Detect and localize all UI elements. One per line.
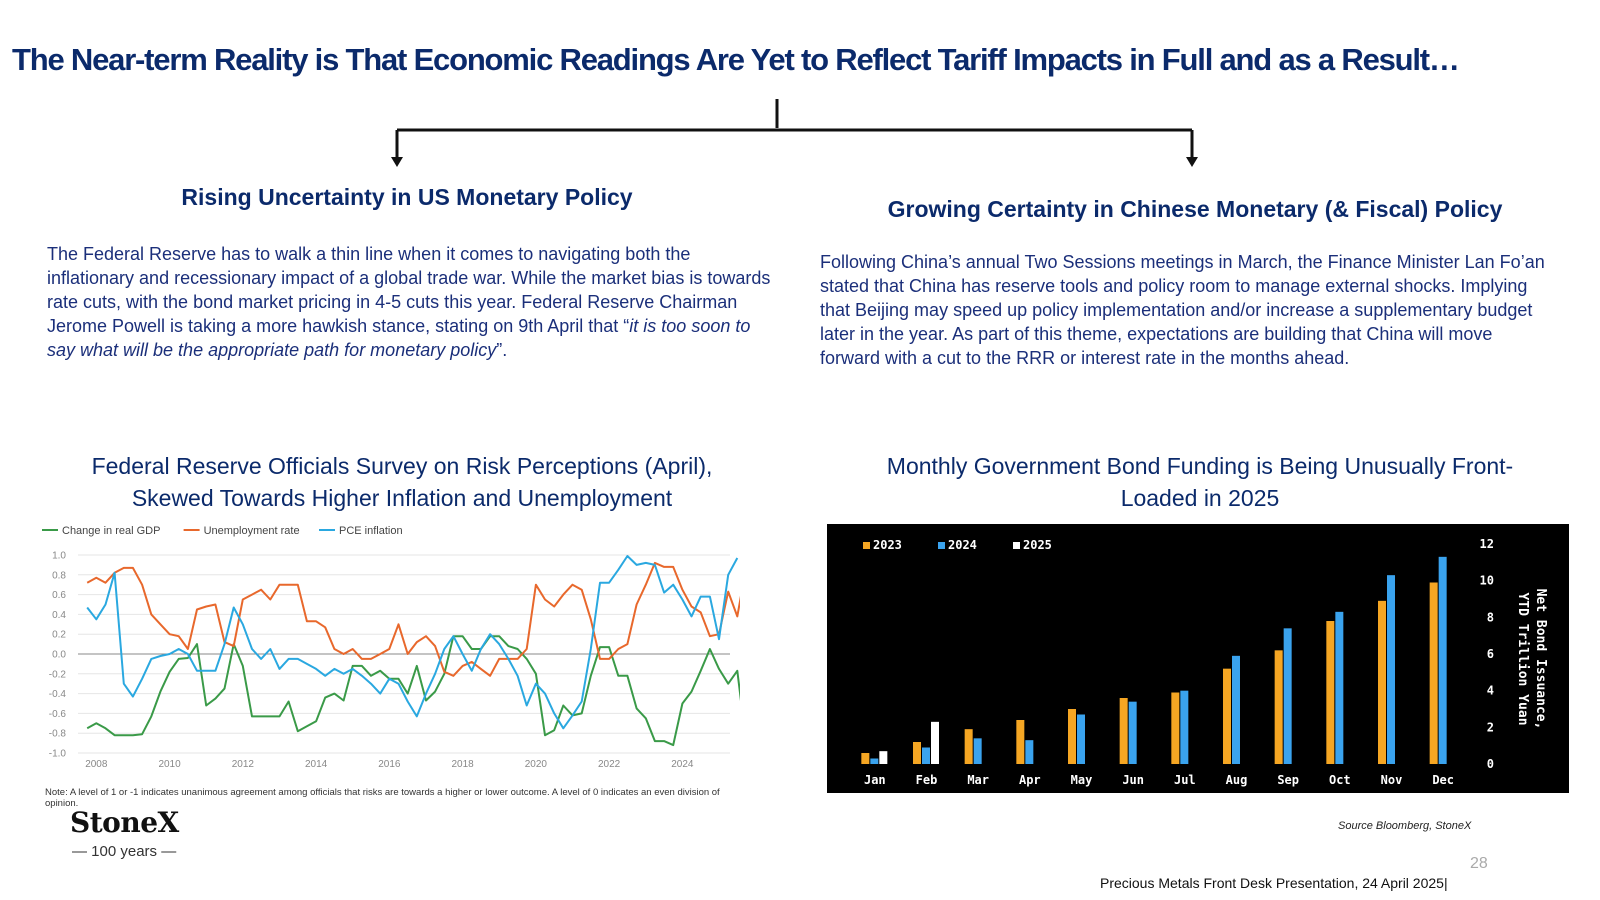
y-tick-label-0: 0 <box>1487 757 1494 771</box>
legend-label-0: 2023 <box>873 538 902 552</box>
bar-2023-Aug <box>1223 668 1231 764</box>
bar-2024-Oct <box>1335 611 1344 764</box>
fed-risk-chart: Change in real GDP Unemployment rate PCE i… <box>42 525 740 770</box>
series-line-0 <box>86 635 740 747</box>
bar-2025-Feb <box>931 721 939 764</box>
y-tick-label-3: 0.4 <box>52 610 66 621</box>
y-axis-title-line2: YTD Trillion Yuan <box>1515 592 1530 725</box>
x-tick-label-2: 2012 <box>232 759 255 770</box>
y-tick-label-5: 0.0 <box>52 650 66 661</box>
left-paragraph-end: ”. <box>496 340 508 360</box>
y-tick-label-0: 1.0 <box>52 551 66 562</box>
x-tick-label-1: 2010 <box>158 759 181 770</box>
bar-2025-Jan <box>879 751 888 764</box>
y-axis-title-line1: Net Bond Issuance, <box>1533 589 1548 730</box>
series-line-2 <box>86 555 739 730</box>
bar-2023-Jun <box>1119 698 1128 764</box>
bar-2024-Mar <box>973 738 982 764</box>
right-chart-title: Monthly Government Bond Funding is Being… <box>886 453 1514 511</box>
bar-2023-Mar <box>964 729 973 764</box>
bar-2023-Jan <box>861 753 870 764</box>
y-tick-label-4: 0.2 <box>52 630 66 641</box>
y-tick-label-10: -1.0 <box>49 749 67 760</box>
bar-2023-Jul <box>1171 692 1180 764</box>
bar-2024-Jan <box>870 758 879 764</box>
powell-quote: it is too soon to say what will be the a… <box>47 316 751 360</box>
x-tick-label-1: Feb <box>916 773 938 787</box>
left-chart-title: Federal Reserve Officials Survey on Risk… <box>91 453 713 511</box>
bar-2024-Dec <box>1438 556 1447 764</box>
x-tick-label-7: 2022 <box>598 759 621 770</box>
x-tick-label-0: 2008 <box>85 759 108 770</box>
y-tick-label-5: 10 <box>1480 574 1494 588</box>
x-tick-label-2: Mar <box>967 773 989 787</box>
y-tick-label-6: -0.2 <box>49 669 67 680</box>
y-tick-label-7: -0.4 <box>49 689 67 700</box>
x-tick-label-5: 2018 <box>451 759 474 770</box>
bar-2023-Oct <box>1326 621 1335 764</box>
left-paragraph: The Federal Reserve has to walk a thin l… <box>47 242 772 362</box>
bar-2023-Sep <box>1274 650 1283 764</box>
y-tick-label-9: -0.8 <box>49 729 67 740</box>
left-paragraph-text: The Federal Reserve has to walk a thin l… <box>47 244 771 336</box>
branch-connector <box>391 99 1198 167</box>
legend-swatch-0 <box>863 542 870 549</box>
bar-2023-Apr <box>1016 720 1025 764</box>
bar-2024-Sep <box>1283 628 1292 764</box>
y-tick-label-2: 0.6 <box>52 590 66 601</box>
bar-2023-Nov <box>1378 600 1386 764</box>
x-tick-label-4: 2016 <box>378 759 401 770</box>
y-tick-label-6: 12 <box>1480 537 1494 551</box>
series-line-1 <box>86 561 740 677</box>
bar-2024-Aug <box>1232 655 1240 764</box>
x-tick-label-6: Jul <box>1174 773 1196 787</box>
chart-note: Note: A level of 1 or -1 indicates unani… <box>45 787 720 809</box>
page-title: The Near-term Reality is That Economic R… <box>12 42 1460 77</box>
y-tick-label-1: 2 <box>1487 720 1494 734</box>
legend-label-2: 2025 <box>1023 538 1052 552</box>
x-tick-label-11: Dec <box>1432 773 1454 787</box>
bar-2024-Jul <box>1180 690 1189 764</box>
y-tick-label-3: 6 <box>1487 647 1494 661</box>
x-tick-label-8: Sep <box>1277 773 1299 787</box>
x-tick-label-3: 2014 <box>305 759 328 770</box>
legend-label-0: Change in real GDP <box>62 525 160 537</box>
right-heading: Growing Certainty in Chinese Monetary (&… <box>887 196 1503 222</box>
y-tick-label-2: 4 <box>1487 684 1494 698</box>
x-tick-label-10: Nov <box>1381 773 1403 787</box>
page-number: 28 <box>1470 855 1488 872</box>
x-tick-label-9: Oct <box>1329 773 1351 787</box>
bar-2023-Feb <box>913 742 921 764</box>
bar-2024-Feb <box>922 747 930 764</box>
x-tick-label-3: Apr <box>1019 773 1041 787</box>
x-tick-label-7: Aug <box>1226 773 1248 787</box>
x-tick-label-5: Jun <box>1122 773 1144 787</box>
source-note: Source Bloomberg, StoneX <box>1338 820 1472 832</box>
bar-2024-May <box>1077 714 1085 764</box>
bar-2023-May <box>1068 709 1076 764</box>
stonex-logo-sub: — 100 years — <box>72 843 177 860</box>
bar-2023-Dec <box>1429 582 1438 764</box>
y-tick-label-4: 8 <box>1487 610 1494 624</box>
x-tick-label-6: 2020 <box>525 759 548 770</box>
x-tick-label-8: 2024 <box>671 759 694 770</box>
legend-swatch-1 <box>938 542 945 549</box>
legend-label-2: PCE inflation <box>339 525 403 537</box>
left-heading: Rising Uncertainty in US Monetary Policy <box>181 184 633 210</box>
y-tick-label-8: -0.6 <box>49 709 67 720</box>
bar-2024-Jun <box>1128 701 1137 764</box>
stonex-logo: StoneX <box>70 806 179 839</box>
right-paragraph: Following China’s annual Two Sessions me… <box>820 252 1545 368</box>
footer-text: Precious Metals Front Desk Presentation,… <box>1100 875 1448 891</box>
y-axis-title: Net Bond Issuance,YTD Trillion Yuan <box>1515 589 1548 730</box>
x-tick-label-4: May <box>1071 773 1093 787</box>
bar-2024-Apr <box>1025 740 1034 764</box>
x-tick-label-0: Jan <box>864 773 886 787</box>
legend-swatch-2 <box>1013 542 1020 549</box>
y-tick-label-1: 0.8 <box>52 570 66 581</box>
bond-funding-chart: 2023 2024 2025 0 2 4 6 8 10 12 Net Bond Issuance,Y… <box>827 524 1569 793</box>
legend-label-1: Unemployment rate <box>204 525 300 537</box>
bar-2024-Nov <box>1387 575 1395 764</box>
legend-label-1: 2024 <box>948 538 977 552</box>
